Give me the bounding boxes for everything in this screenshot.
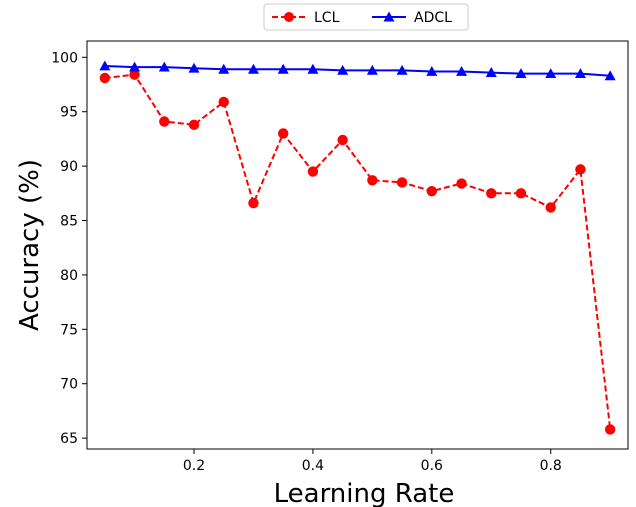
y-tick-label: 85 [60, 214, 78, 230]
x-axis-ticks: 0.2 0.4 0.6 0.8 [183, 449, 562, 474]
lcl-data-point [307, 166, 319, 177]
y-tick-label: 95 [60, 105, 78, 121]
y-tick-label: 100 [51, 50, 78, 66]
legend-lcl-marker [284, 12, 294, 22]
legend-adcl-label: ADCL [414, 10, 452, 26]
lcl-data-point [426, 185, 438, 197]
adcl-data-point [307, 63, 319, 74]
lcl-data-point [99, 72, 111, 84]
lcl-data-point [367, 175, 378, 186]
lcl-data-point [515, 188, 527, 199]
adcl-data-point [366, 64, 378, 75]
adcl-data-point [218, 63, 230, 74]
lcl-data-point [486, 188, 497, 199]
adcl-data-point [604, 70, 616, 81]
plot-area-frame [86, 40, 629, 450]
legend-box [263, 3, 469, 31]
adcl-data-point [337, 64, 349, 75]
adcl-data-point [456, 65, 468, 76]
lcl-data-point [456, 178, 467, 189]
x-tick-label: 0.4 [302, 458, 324, 474]
adcl-data-point [247, 63, 259, 74]
x-tick-label: 0.6 [421, 458, 443, 474]
lcl-data-point [575, 164, 586, 175]
legend-lcl-label: LCL [314, 10, 340, 26]
lcl-data-point [188, 119, 200, 130]
lcl-data-point [159, 116, 170, 127]
adcl-data-point [188, 62, 200, 73]
adcl-data-point [485, 67, 497, 77]
x-tick-label: 0.2 [183, 458, 205, 474]
x-tick-label: 0.8 [540, 458, 562, 474]
adcl-data-point [574, 68, 586, 79]
adcl-data-point [158, 61, 170, 72]
adcl-data-point [545, 68, 557, 79]
adcl-data-point [99, 60, 111, 71]
adcl-data-point [396, 64, 408, 75]
lcl-data-point [604, 424, 616, 435]
adcl-data-point [515, 68, 527, 79]
y-tick-label: 90 [60, 159, 78, 175]
x-axis-label: Learning Rate [274, 479, 455, 507]
legend: LCL ADCL [263, 3, 469, 31]
legend-adcl-marker [383, 11, 395, 22]
y-tick-label: 65 [60, 431, 78, 447]
adcl-series-line [104, 65, 611, 77]
y-tick-label: 75 [60, 322, 78, 338]
lcl-data-point [396, 177, 408, 188]
lcl-data-point [129, 69, 140, 80]
lcl-data-point [337, 134, 348, 146]
y-tick-label: 70 [60, 377, 78, 393]
adcl-data-point [277, 63, 289, 74]
lcl-data-point [248, 197, 259, 209]
y-axis-label: Accuracy (%) [15, 159, 45, 331]
lcl-data-point [277, 128, 289, 139]
adcl-data-point [426, 65, 438, 76]
series-layer [99, 60, 616, 435]
lcl-series-line [104, 73, 612, 430]
y-axis-ticks: 65 70 75 80 85 90 95 100 [51, 50, 87, 447]
y-tick-label: 80 [60, 268, 78, 284]
lcl-data-point [545, 202, 556, 213]
adcl-data-point [129, 61, 141, 72]
lcl-data-point [218, 96, 229, 108]
